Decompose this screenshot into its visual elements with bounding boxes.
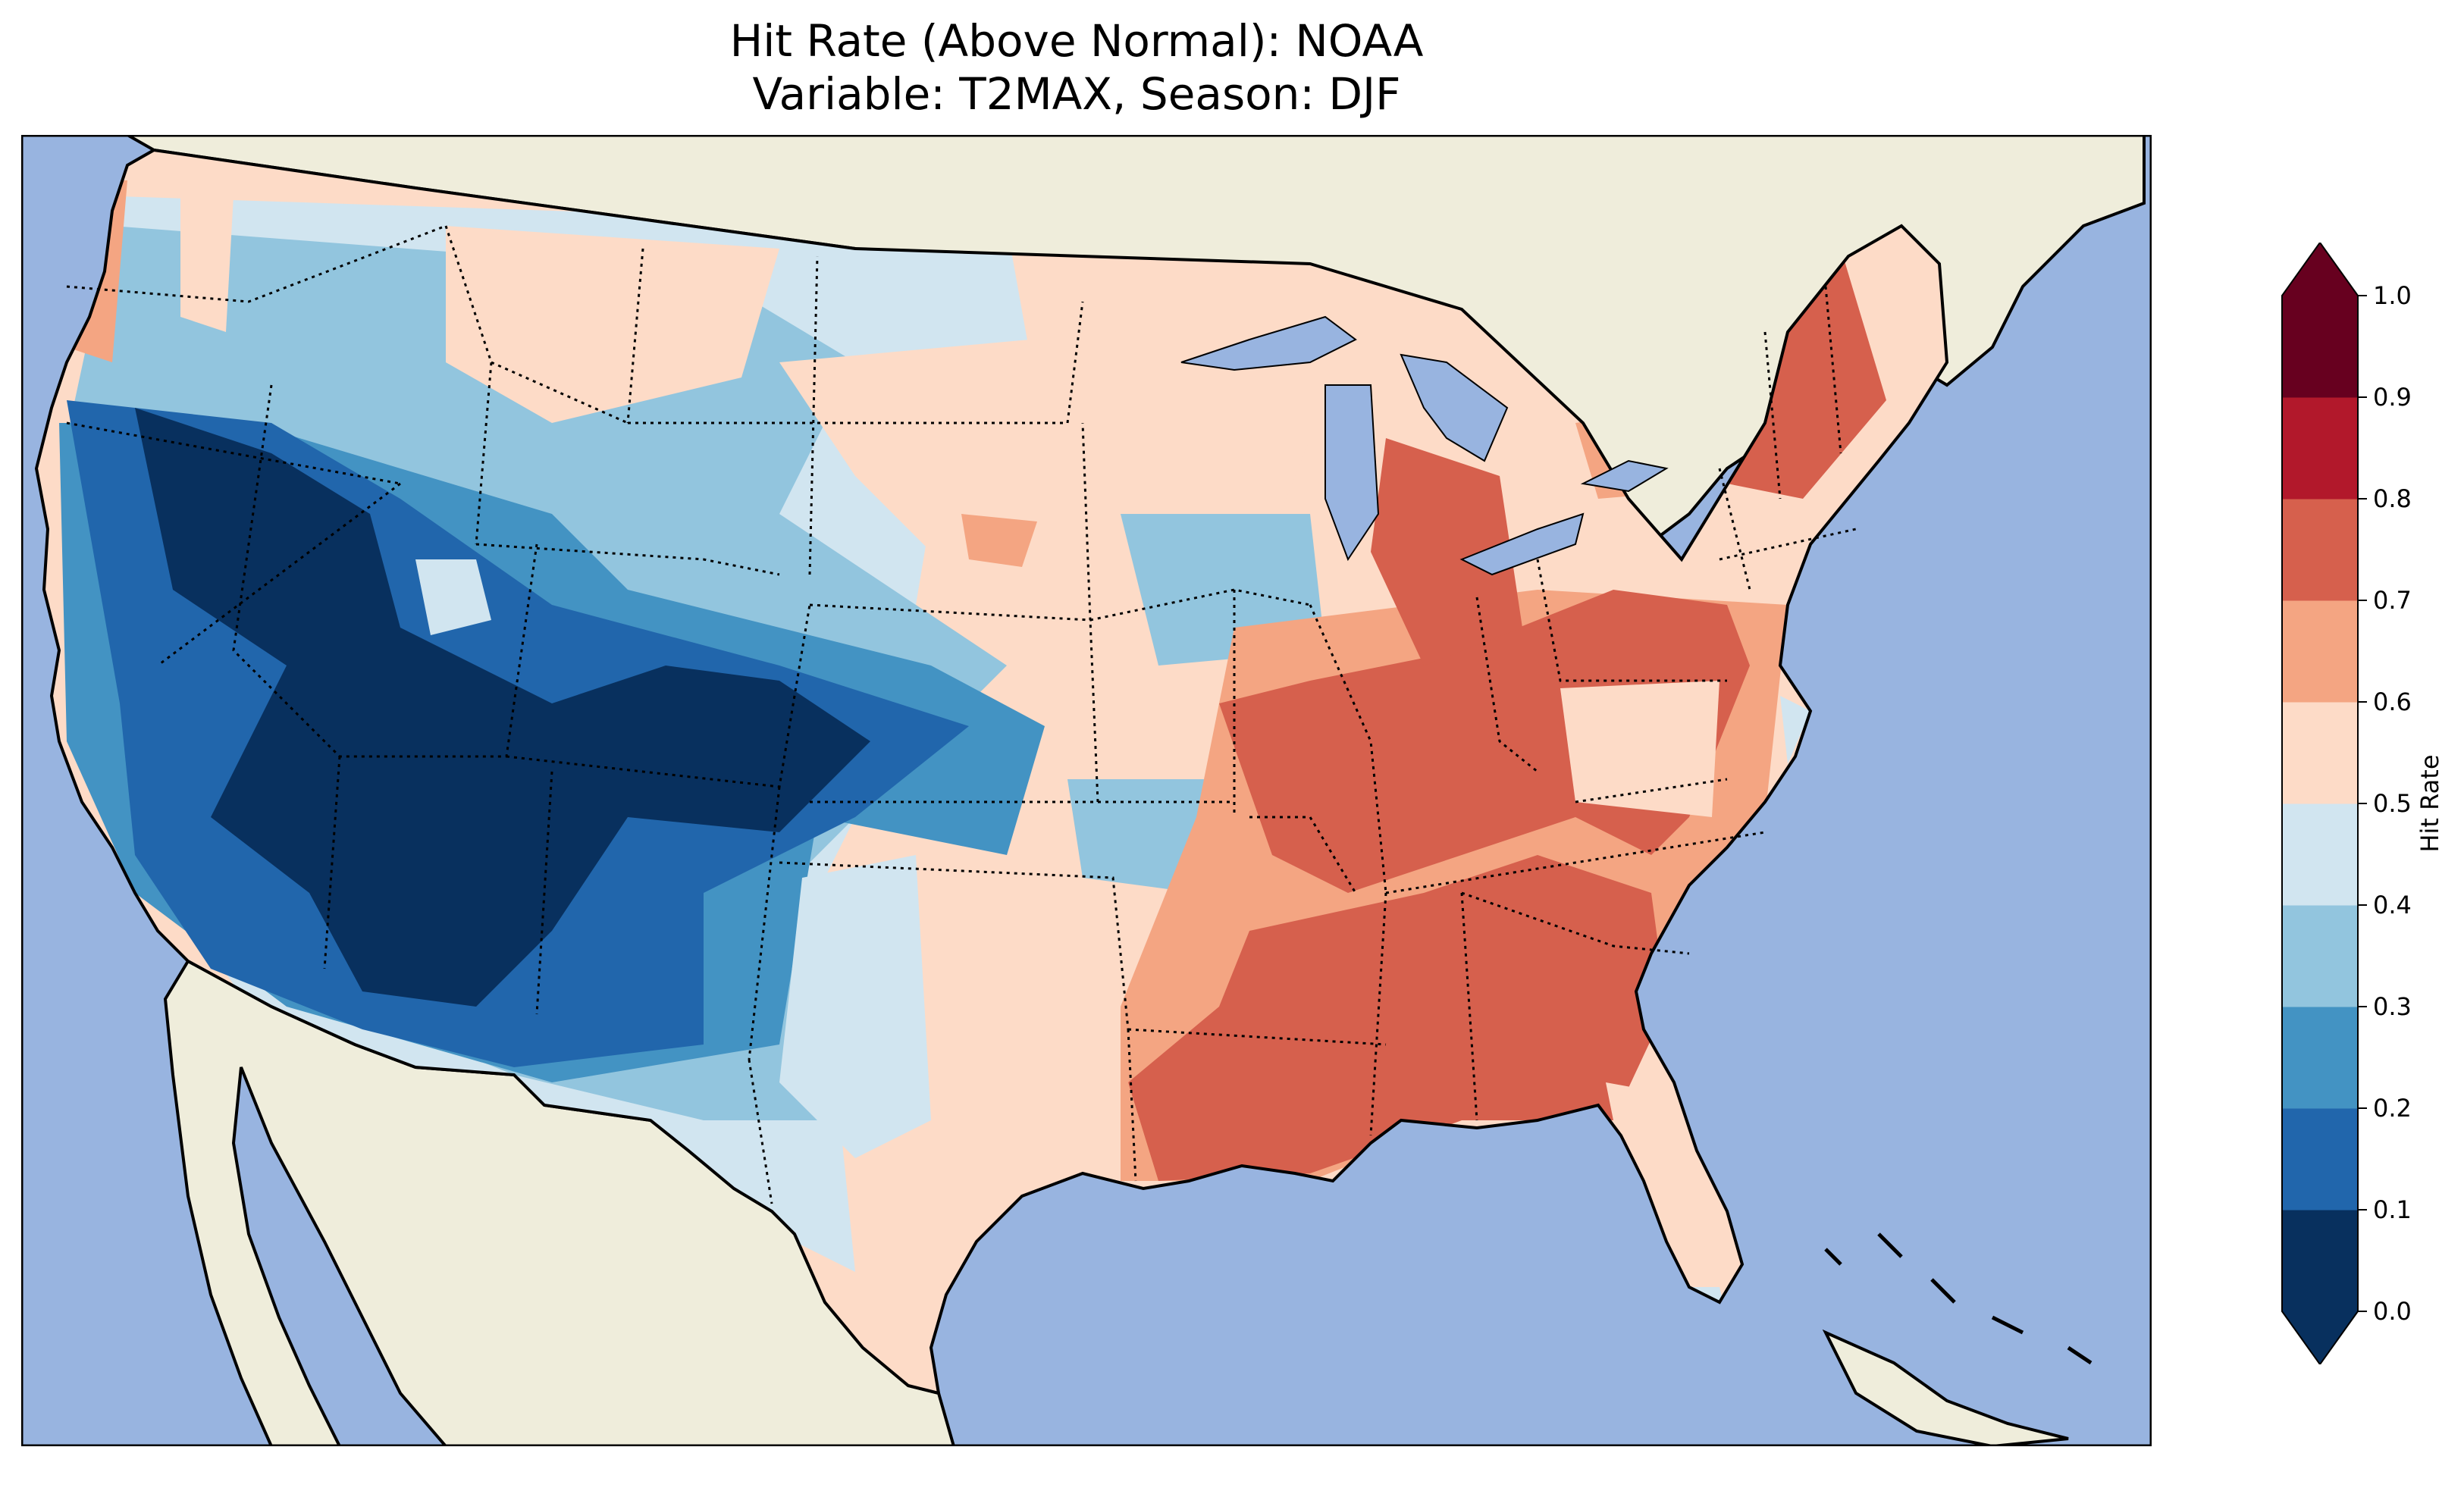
colorbar-tick-label: 0.7 xyxy=(2373,586,2412,615)
colorbar-bin xyxy=(2282,1007,2358,1109)
colorbar-tick-label: 0.3 xyxy=(2373,992,2412,1021)
colorbar-tick-label: 0.4 xyxy=(2373,891,2412,919)
us-hit-rate-map xyxy=(21,135,2152,1446)
colorbar-tick-label: 0.2 xyxy=(2373,1094,2412,1123)
colorbar-extend-min xyxy=(2282,1311,2358,1364)
colorbar-bin xyxy=(2282,296,2358,398)
colorbar-bin xyxy=(2282,803,2358,906)
colorbar-bins xyxy=(2281,243,2359,1364)
colorbar-tick-label: 1.0 xyxy=(2373,281,2412,310)
colorbar-bin xyxy=(2282,905,2358,1007)
cuba-land xyxy=(1822,1329,2069,1446)
bahamas-islands xyxy=(1824,1232,2093,1365)
map-frame xyxy=(21,135,2152,1446)
colorbar-tick-label: 0.9 xyxy=(2373,383,2412,412)
colorbar-bin xyxy=(2282,499,2358,601)
great-lakes xyxy=(1180,315,1669,576)
colorbar-tick-label: 0.1 xyxy=(2373,1195,2412,1224)
colorbar-tick-label: 0.6 xyxy=(2373,687,2412,716)
colorbar-label: Hit Rate xyxy=(2415,754,2444,852)
colorbar-tick-label: 0.5 xyxy=(2373,789,2412,818)
colorbar-tick-label: 0.0 xyxy=(2373,1297,2412,1326)
colorbar-ticks: 0.0 0.1 0.2 0.3 0.4 0.5 0.6 0.7 0.8 0.9 1.0 xyxy=(2358,281,2412,1326)
colorbar-bin xyxy=(2282,397,2358,500)
colorbar-tick-label: 0.8 xyxy=(2373,484,2412,513)
colorbar-bin xyxy=(2282,1210,2358,1312)
colorbar-extend-max xyxy=(2282,243,2358,296)
map-title: Hit Rate (Above Normal): NOAA xyxy=(729,15,1424,67)
colorbar-bin xyxy=(2282,600,2358,703)
map-subtitle: Variable: T2MAX, Season: DJF xyxy=(752,68,1401,120)
colorbar-bin xyxy=(2282,702,2358,804)
colorbar-bin xyxy=(2282,1108,2358,1211)
state-borders xyxy=(66,224,1857,1204)
colorbar: 0.0 0.1 0.2 0.3 0.4 0.5 0.6 0.7 0.8 0.9 1.0 Hit Ra… xyxy=(2281,243,2444,1364)
